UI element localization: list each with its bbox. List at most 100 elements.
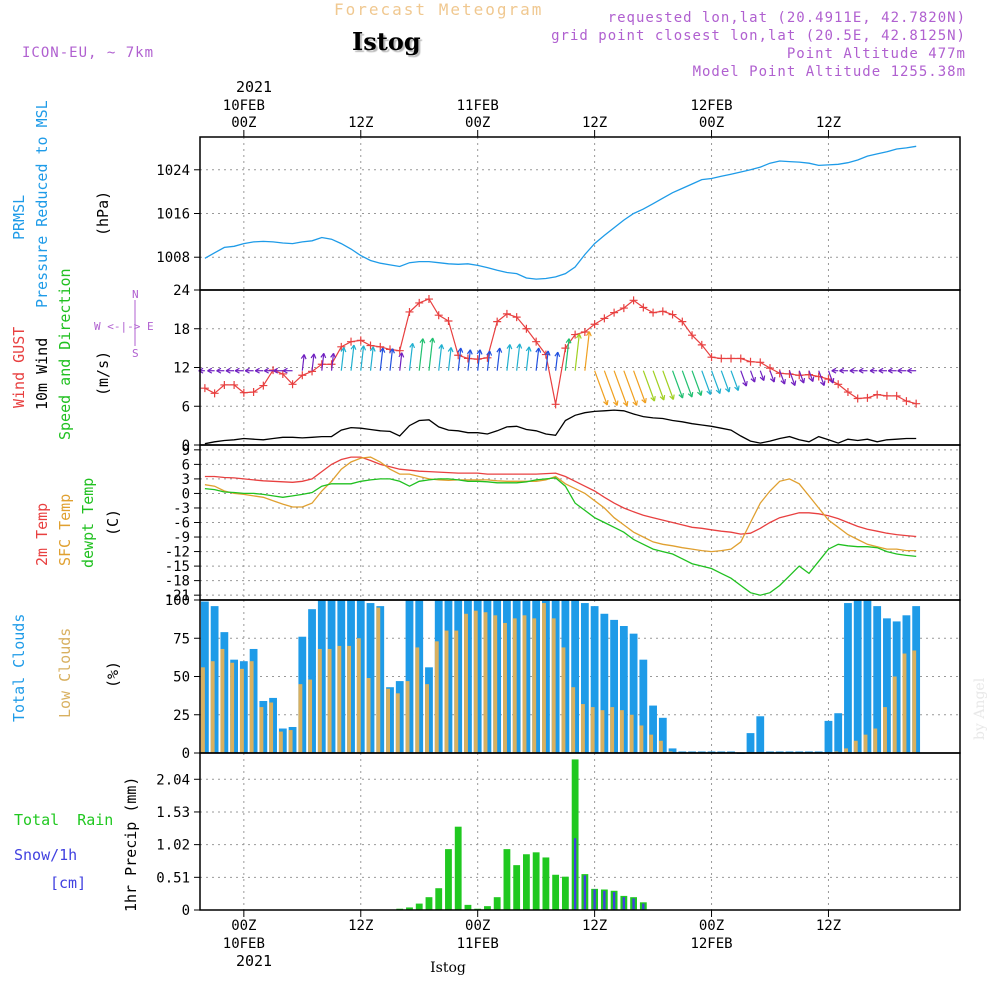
low-cloud-bar	[249, 661, 254, 753]
wind-arrow	[301, 354, 305, 371]
low-cloud-bar	[415, 647, 420, 753]
low-cloud-bar	[542, 603, 546, 753]
low-cloud-bar	[512, 618, 517, 753]
total-cloud-bar	[834, 713, 843, 753]
wind-arrow-head	[808, 376, 815, 382]
wind-arrow-head	[340, 347, 347, 353]
low-cloud-bar	[639, 725, 644, 753]
wind-arrow-head	[379, 347, 386, 353]
precip-ylabel: 1hr Precip (mm)	[122, 777, 140, 912]
gust-point	[892, 391, 901, 400]
low-cloud-bar	[493, 615, 498, 753]
wind-arrow-head	[419, 338, 426, 344]
low-cloud-bar	[834, 751, 839, 753]
total-cloud-bar	[707, 751, 716, 753]
rain-bar	[425, 897, 433, 910]
y-tick-label: 0	[182, 438, 190, 454]
model-altitude: Model Point Altitude 1255.38m	[692, 64, 966, 80]
wind-arrow	[769, 370, 775, 383]
wind-arrow	[321, 353, 325, 371]
dewpt-line	[204, 477, 917, 596]
wind-arrow-head	[603, 399, 609, 406]
gust-point	[366, 341, 375, 350]
gust-point	[220, 380, 229, 389]
wind-arrow-head	[350, 344, 357, 350]
gust-point	[834, 380, 843, 389]
wind-arrow-head	[869, 367, 875, 374]
top-hour-label: 12Z	[816, 115, 841, 131]
gust-point	[668, 310, 677, 319]
wind-arrow	[564, 338, 570, 371]
wind-dir-label: Speed and Direction	[56, 268, 74, 440]
total-cloud-bar	[805, 751, 813, 753]
low-cloud-bar	[317, 648, 322, 753]
wind-arrow	[545, 350, 549, 371]
y-tick-label: 24	[173, 283, 190, 299]
wind-arrow	[555, 352, 559, 371]
wind-arrow-head	[369, 346, 376, 352]
total-cloud-bar	[746, 733, 755, 753]
total-cloud-bar	[658, 717, 667, 753]
wind-arrow	[399, 352, 403, 371]
wind-unit: (m/s)	[94, 351, 112, 396]
wind-arrow	[438, 344, 443, 371]
snow-bar	[612, 892, 616, 910]
total-cloud-bar	[600, 613, 609, 753]
y-tick-label: 18	[173, 322, 190, 338]
pressure-line	[204, 145, 917, 280]
wind-arrow-head	[457, 347, 464, 353]
low-cloud-bar	[473, 610, 478, 753]
wind-arrow	[428, 337, 434, 371]
gust-point	[522, 324, 531, 333]
wind-arrow-head	[216, 367, 222, 374]
low-cloud-bar	[386, 688, 390, 753]
wind-arrow-head	[687, 391, 694, 398]
total-cloud-bar	[239, 661, 248, 753]
total-cloud-bar	[249, 648, 258, 753]
gust-point	[337, 342, 346, 351]
wind-arrow	[701, 370, 712, 395]
low-cloud-bar	[425, 684, 429, 753]
wind-arrow-head	[759, 375, 766, 381]
compass-we: W <-|-> E	[94, 320, 154, 333]
wind-arrow	[594, 370, 608, 406]
bottom-hour-label: 12Z	[582, 918, 607, 934]
wind-arrow	[379, 347, 384, 371]
total-cloud-bar	[230, 659, 238, 753]
wind-arrow-head	[544, 350, 551, 356]
total-cloud-bar	[571, 600, 580, 753]
rain-bar	[513, 865, 521, 910]
low-cloud-bar	[590, 707, 595, 753]
wind-arrow-head	[496, 347, 503, 353]
gust-point	[649, 308, 658, 317]
y-tick-label: 1024	[156, 163, 190, 179]
wind-arrow	[369, 346, 374, 371]
prmsl-label: PRMSL	[10, 195, 28, 240]
compass-s: S	[132, 347, 139, 360]
low-cloud-bar	[210, 661, 215, 753]
y-tick-label: -9	[173, 530, 190, 546]
low-cloud-bar	[551, 618, 556, 753]
top-date-label: 12FEB	[690, 98, 732, 114]
gust-point	[200, 384, 209, 393]
gust-point	[863, 393, 872, 402]
wind-arrow-head	[659, 394, 666, 401]
wind-arrow-head	[438, 344, 445, 350]
y-tick-label: 0	[182, 486, 190, 502]
wind-arrow	[506, 344, 511, 371]
total-cloud-bar	[863, 600, 872, 753]
top-date-label: 10FEB	[223, 98, 265, 114]
gust-point	[658, 307, 667, 316]
total-cloud-bar	[678, 751, 687, 753]
wind-arrow	[740, 370, 747, 387]
low-cloud-bar	[844, 748, 848, 753]
snow-bar	[583, 875, 587, 910]
y-tick-label: 25	[173, 708, 190, 724]
rain-bar	[454, 826, 462, 910]
bottom-hour-label: 12Z	[816, 918, 841, 934]
low-cloud-bar	[220, 648, 225, 753]
total-cloud-bar	[814, 751, 823, 753]
wind-arrow-head	[632, 400, 638, 406]
wind-arrow-head	[799, 378, 806, 384]
total-cloud-bar	[220, 632, 229, 753]
